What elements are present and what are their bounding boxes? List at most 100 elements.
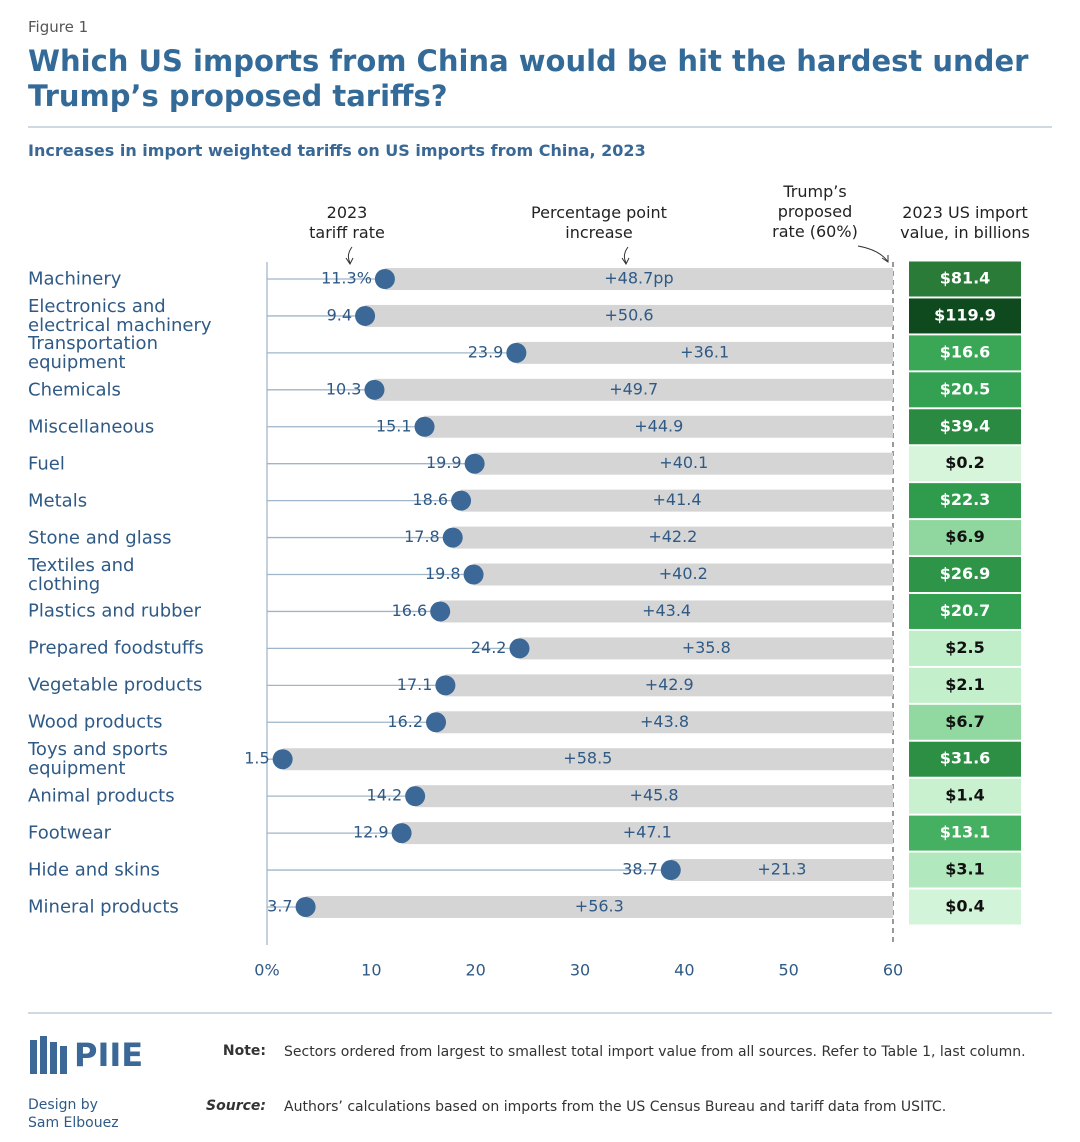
reference-label: Trump’s proposed rate (60%) bbox=[772, 182, 858, 241]
import-cell bbox=[909, 298, 1021, 334]
value-label: 16.6 bbox=[392, 601, 428, 620]
import-cell bbox=[909, 852, 1021, 888]
dot bbox=[426, 712, 447, 733]
import-cell bbox=[909, 557, 1021, 593]
chart-subtitle: Increases in import weighted tariffs on … bbox=[28, 141, 646, 160]
logo-icon bbox=[30, 1036, 67, 1074]
dot bbox=[364, 379, 385, 400]
category-label: Vegetable products bbox=[28, 674, 203, 696]
value-label: +40.2 bbox=[659, 564, 708, 583]
dot bbox=[509, 638, 530, 659]
import-label: $0.4 bbox=[945, 896, 984, 915]
increase-bar bbox=[440, 600, 893, 623]
import-label: $0.2 bbox=[945, 453, 984, 472]
category-label: Prepared foodstuffs bbox=[28, 637, 204, 659]
value-label: +42.2 bbox=[648, 527, 697, 546]
arrow bbox=[345, 246, 354, 265]
category-label: Metals bbox=[28, 490, 88, 512]
import-label: $20.5 bbox=[940, 379, 991, 398]
import-cell bbox=[909, 593, 1021, 629]
increase-bar bbox=[519, 637, 893, 660]
category-label: Wood products bbox=[28, 711, 163, 733]
category-label: Machinery bbox=[28, 268, 122, 290]
import-label: $26.9 bbox=[940, 564, 991, 583]
import-cell bbox=[909, 520, 1021, 556]
series-header: Percentage point increase bbox=[531, 203, 667, 242]
value-label: 19.9 bbox=[426, 453, 462, 472]
category-label: Electronics and electrical machinery bbox=[28, 295, 212, 336]
increase-bar bbox=[365, 304, 893, 327]
value-label: 15.1 bbox=[376, 416, 412, 435]
value-label: 11.3% bbox=[321, 269, 372, 288]
category-label: Mineral products bbox=[28, 896, 179, 918]
dot bbox=[451, 490, 472, 511]
dot bbox=[506, 342, 527, 363]
credit: Design by Sam Elbouez bbox=[28, 1097, 119, 1131]
import-label: $2.1 bbox=[945, 675, 984, 694]
category-label: Plastics and rubber bbox=[28, 600, 202, 622]
import-label: $20.7 bbox=[940, 601, 991, 620]
value-label: 1.5 bbox=[244, 749, 269, 768]
increase-bar bbox=[384, 268, 893, 290]
import-label: $39.4 bbox=[940, 416, 991, 435]
import-label: $13.1 bbox=[940, 823, 991, 842]
dot bbox=[374, 269, 395, 289]
arrow bbox=[621, 246, 630, 265]
dot bbox=[414, 416, 435, 437]
category-label: Toys and sports equipment bbox=[28, 739, 168, 780]
x-tick-label: 20 bbox=[465, 961, 485, 980]
category-label: Chemicals bbox=[28, 379, 121, 401]
dot bbox=[391, 823, 412, 844]
category-label: Footwear bbox=[28, 822, 112, 844]
value-label: 12.9 bbox=[353, 823, 389, 842]
increase-bar bbox=[474, 452, 893, 475]
x-tick-label: 10 bbox=[361, 961, 381, 980]
increase-bar bbox=[424, 415, 893, 438]
increase-bar bbox=[282, 748, 893, 771]
series-header: 2023 tariff rate bbox=[309, 203, 385, 242]
value-label: 14.2 bbox=[367, 786, 403, 805]
value-label: +45.8 bbox=[630, 786, 679, 805]
value-label: 24.2 bbox=[471, 638, 507, 657]
value-label: +44.9 bbox=[634, 416, 683, 435]
dot bbox=[463, 564, 484, 585]
increase-bar bbox=[473, 563, 893, 586]
value-label: 9.4 bbox=[327, 305, 352, 324]
import-label: $81.4 bbox=[940, 269, 991, 288]
note: Sectors ordered from largest to smallest… bbox=[284, 1044, 1026, 1060]
chart-title: Which US imports from China would be hit… bbox=[28, 44, 1029, 113]
value-label: +36.1 bbox=[680, 342, 729, 361]
import-cell bbox=[909, 815, 1021, 851]
value-label: 23.9 bbox=[468, 342, 504, 361]
source: Authors’ calculations based on imports f… bbox=[284, 1099, 947, 1115]
import-cell bbox=[909, 741, 1021, 777]
x-tick-label: 60 bbox=[883, 961, 903, 980]
increase-bar bbox=[670, 859, 893, 882]
value-label: 17.1 bbox=[397, 675, 433, 694]
value-label: +49.7 bbox=[609, 379, 658, 398]
x-tick-label: 0% bbox=[254, 961, 279, 980]
dot bbox=[272, 749, 293, 770]
increase-bar bbox=[401, 822, 893, 845]
category-label: Transportation equipment bbox=[28, 332, 158, 373]
dot bbox=[464, 453, 485, 474]
import-cell bbox=[909, 630, 1021, 666]
value-label: +42.9 bbox=[645, 675, 694, 694]
import-cell bbox=[909, 889, 1021, 925]
value-label: +58.5 bbox=[563, 749, 612, 768]
dot bbox=[355, 305, 376, 326]
increase-bar bbox=[516, 341, 893, 364]
value-label: 18.6 bbox=[412, 490, 448, 509]
category-label: Fuel bbox=[28, 453, 65, 475]
increase-bar bbox=[436, 711, 893, 734]
import-cell bbox=[909, 261, 1021, 297]
import-label: $22.3 bbox=[940, 490, 991, 509]
figure-label: Figure 1 bbox=[28, 18, 89, 36]
import-label: $16.6 bbox=[940, 342, 991, 361]
source-label: Source: bbox=[206, 1098, 266, 1114]
import-cell bbox=[909, 335, 1021, 371]
import-cell bbox=[909, 446, 1021, 482]
category-label: Miscellaneous bbox=[28, 416, 155, 438]
increase-bar bbox=[305, 895, 893, 918]
